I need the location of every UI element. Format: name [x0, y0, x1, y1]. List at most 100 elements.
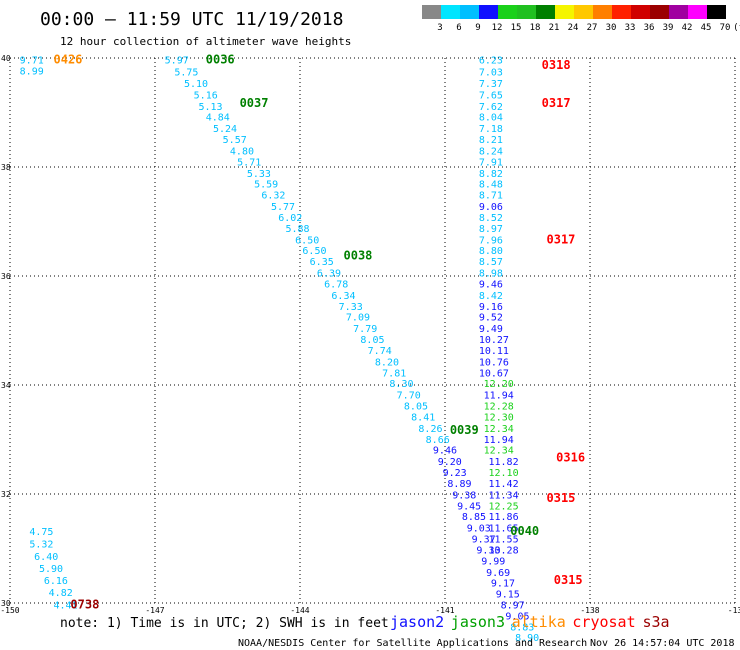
wave-height-value: 5.33	[247, 169, 271, 180]
wave-height-value: 5.13	[199, 102, 223, 113]
y-tick-label: 36	[1, 272, 11, 281]
scale-label: 21	[549, 23, 560, 33]
y-tick-label: 32	[1, 490, 11, 499]
x-tick-label: -144	[290, 606, 309, 615]
wave-height-value: 9.52	[479, 313, 503, 324]
scale-label: 27	[587, 23, 598, 33]
scale-label: 24	[568, 23, 579, 33]
y-tick-label: 40	[1, 54, 11, 63]
wave-height-value: 5.10	[184, 79, 208, 90]
wave-height-value: 7.81	[382, 368, 406, 379]
wave-height-value: 5.77	[271, 202, 295, 213]
scale-label: 12	[492, 23, 503, 33]
scale-label: 18	[530, 23, 541, 33]
wave-height-value: 12.28	[484, 402, 514, 413]
wave-height-value: 7.91	[479, 157, 503, 168]
wave-height-value: 6.40	[34, 552, 58, 563]
wave-height-value: 8.05	[360, 335, 384, 346]
wave-height-value: 8.21	[479, 135, 503, 146]
x-tick-label: -138	[580, 606, 599, 615]
pass-time-label: 0315	[554, 573, 583, 587]
pass-time-label: 0318	[542, 58, 571, 72]
wave-height-value: 9.37	[472, 535, 496, 546]
wave-height-value: 7.03	[479, 67, 503, 78]
satellite-legend: jason2 jason3 altika cryosat s3a	[390, 613, 670, 631]
wave-height-value: 9.45	[457, 501, 481, 512]
x-tick-label: -13	[728, 606, 740, 615]
scale-swatch	[574, 5, 593, 19]
wave-height-value: 8.05	[404, 402, 428, 413]
wave-height-value: 9.99	[481, 556, 505, 567]
wave-height-value: 7.62	[479, 102, 503, 113]
wave-height-value: 8.71	[479, 191, 503, 202]
wave-height-value: 6.16	[44, 576, 68, 587]
wave-height-value: 9.49	[479, 324, 503, 335]
scale-swatch	[650, 5, 669, 19]
wave-height-value: 9.71	[20, 55, 44, 66]
wave-height-value: 8.26	[418, 424, 442, 435]
wave-height-value: 8.82	[479, 169, 503, 180]
wave-height-value: 6.35	[310, 257, 334, 268]
pass-time-label: 0036	[206, 52, 235, 66]
wave-height-value: 7.09	[346, 313, 370, 324]
wave-height-value: 5.32	[29, 539, 53, 550]
wave-height-value: 7.37	[479, 79, 503, 90]
x-tick-label: -150	[0, 606, 19, 615]
scale-swatch	[536, 5, 555, 19]
wave-height-value: 7.33	[339, 302, 363, 313]
wave-height-value: 11.42	[489, 479, 519, 490]
wave-height-value: 7.79	[353, 324, 377, 335]
wave-height-value: 8.48	[479, 180, 503, 191]
satellite-legend-item: s3a	[643, 613, 670, 631]
wave-height-value: 4.75	[29, 527, 53, 538]
wave-height-value: 5.24	[213, 124, 237, 135]
wave-height-value: 12.34	[484, 446, 514, 457]
wave-height-value: 11.34	[489, 490, 519, 501]
scale-swatch	[479, 5, 498, 19]
scale-swatch	[460, 5, 479, 19]
wave-height-value: 8.83	[510, 622, 534, 633]
footnote: note: 1) Time is in UTC; 2) SWH is in fe…	[60, 616, 389, 631]
scale-label: 39	[663, 23, 674, 33]
wave-height-value: 8.04	[479, 113, 503, 124]
wave-height-value: 8.97	[479, 224, 503, 235]
wave-height-value: 11.94	[484, 435, 514, 446]
scale-swatch	[422, 5, 441, 19]
wave-height-value: 6.78	[324, 279, 348, 290]
wave-height-value: 11.82	[489, 457, 519, 468]
wave-height-value: 6.39	[317, 269, 341, 280]
wave-height-value: 8.30	[389, 379, 413, 390]
wave-height-value: 10.28	[489, 545, 519, 556]
wave-height-value: 8.41	[411, 412, 435, 423]
wave-height-value: 11.55	[489, 535, 519, 546]
scale-label: 33	[625, 23, 636, 33]
wave-height-value: 5.59	[254, 180, 278, 191]
scale-swatch	[593, 5, 612, 19]
wave-height-value: 8.90	[515, 633, 539, 644]
wave-height-value: 6.34	[331, 291, 355, 302]
scale-swatch	[555, 5, 574, 19]
wave-height-value: 9.23	[443, 468, 467, 479]
y-tick-label: 34	[1, 381, 11, 390]
wave-height-value: 11.86	[489, 512, 519, 523]
wave-height-value: 11.65	[489, 524, 519, 535]
scale-swatch	[517, 5, 536, 19]
satellite-legend-item: jason3	[451, 613, 505, 631]
x-tick-label: -147	[145, 606, 164, 615]
pass-time-label: 0738	[70, 597, 99, 611]
scale-label: 3	[437, 23, 442, 33]
wave-height-value: 8.57	[479, 257, 503, 268]
wave-height-value: 5.88	[286, 224, 310, 235]
wave-height-value: 8.24	[479, 146, 503, 157]
pass-time-label: 0038	[344, 249, 373, 263]
wave-height-value: 10.76	[479, 357, 509, 368]
wave-height-value: 11.94	[484, 391, 514, 402]
wave-height-value: 7.70	[397, 391, 421, 402]
wave-height-value: 9.46	[479, 279, 503, 290]
scale-label: 70	[720, 23, 731, 33]
scale-label: 9	[475, 23, 480, 33]
satellite-legend-item: cryosat	[572, 613, 635, 631]
wave-height-value: 8.20	[375, 357, 399, 368]
pass-time-label: 0316	[556, 450, 585, 464]
